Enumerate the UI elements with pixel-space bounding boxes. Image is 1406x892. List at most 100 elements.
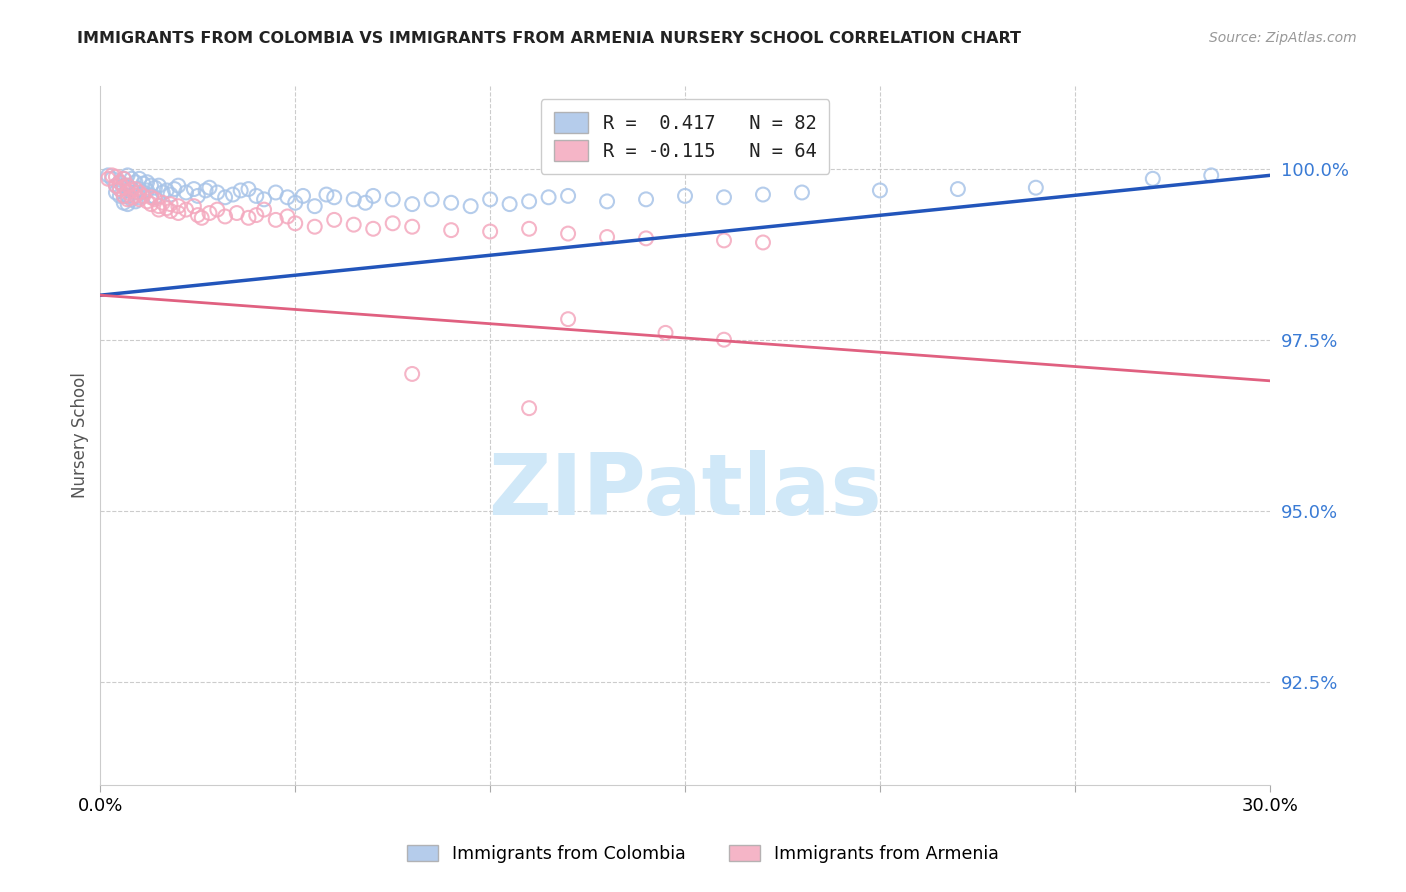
Point — [143, 192, 166, 206]
Point — [654, 326, 676, 340]
Point — [117, 192, 139, 206]
Point — [517, 401, 540, 416]
Point — [315, 187, 337, 202]
Point — [163, 182, 186, 196]
Point — [713, 333, 735, 347]
Point — [634, 231, 657, 245]
Point — [225, 206, 247, 220]
Point — [557, 189, 579, 203]
Point — [401, 219, 423, 234]
Point — [117, 197, 139, 211]
Text: ZIPatlas: ZIPatlas — [488, 450, 882, 533]
Point — [361, 189, 384, 203]
Point — [112, 189, 135, 203]
Point — [108, 189, 131, 203]
Y-axis label: Nursery School: Nursery School — [72, 373, 89, 499]
Point — [276, 210, 298, 224]
Point — [498, 197, 520, 211]
Point — [479, 225, 502, 239]
Point — [713, 234, 735, 248]
Point — [222, 187, 245, 202]
Point — [112, 195, 135, 210]
Point — [187, 208, 209, 222]
Point — [167, 206, 190, 220]
Point — [128, 171, 150, 186]
Point — [124, 189, 146, 203]
Point — [479, 192, 502, 206]
Point — [440, 223, 463, 237]
Point — [124, 175, 146, 189]
Point — [174, 202, 197, 217]
Point — [323, 212, 346, 227]
Legend: Immigrants from Colombia, Immigrants from Armenia: Immigrants from Colombia, Immigrants fro… — [399, 838, 1007, 870]
Point — [401, 197, 423, 211]
Point — [108, 175, 131, 189]
Text: IMMIGRANTS FROM COLOMBIA VS IMMIGRANTS FROM ARMENIA NURSERY SCHOOL CORRELATION C: IMMIGRANTS FROM COLOMBIA VS IMMIGRANTS F… — [77, 31, 1021, 46]
Point — [304, 219, 326, 234]
Point — [139, 197, 162, 211]
Point — [159, 187, 181, 202]
Point — [187, 189, 209, 203]
Point — [121, 171, 143, 186]
Point — [238, 182, 260, 196]
Point — [517, 221, 540, 235]
Point — [143, 190, 166, 204]
Point — [143, 180, 166, 194]
Point — [292, 189, 315, 203]
Point — [264, 186, 287, 200]
Point — [152, 195, 174, 210]
Point — [132, 189, 155, 203]
Point — [136, 175, 159, 189]
Point — [869, 183, 891, 197]
Point — [132, 177, 155, 191]
Point — [128, 186, 150, 200]
Point — [104, 186, 127, 200]
Point — [124, 186, 146, 200]
Point — [460, 199, 482, 213]
Point — [117, 186, 139, 200]
Point — [121, 190, 143, 204]
Point — [112, 171, 135, 186]
Point — [97, 171, 120, 186]
Point — [148, 178, 170, 193]
Point — [139, 189, 162, 203]
Point — [537, 190, 560, 204]
Point — [104, 178, 127, 193]
Point — [101, 169, 124, 183]
Point — [343, 192, 366, 206]
Point — [1025, 180, 1047, 194]
Point — [117, 178, 139, 193]
Point — [128, 190, 150, 204]
Point — [381, 192, 404, 206]
Point — [752, 235, 775, 250]
Point — [112, 180, 135, 194]
Point — [167, 178, 190, 193]
Point — [245, 208, 267, 222]
Point — [214, 210, 236, 224]
Point — [354, 195, 377, 210]
Point — [198, 180, 221, 194]
Point — [198, 206, 221, 220]
Text: Source: ZipAtlas.com: Source: ZipAtlas.com — [1209, 31, 1357, 45]
Point — [1199, 169, 1222, 183]
Point — [752, 187, 775, 202]
Point — [946, 182, 969, 196]
Point — [214, 190, 236, 204]
Point — [121, 183, 143, 197]
Point — [112, 189, 135, 203]
Point — [284, 216, 307, 230]
Point — [97, 169, 120, 183]
Point — [420, 192, 443, 206]
Point — [136, 194, 159, 209]
Point — [117, 189, 139, 203]
Point — [401, 367, 423, 381]
Point — [156, 183, 179, 197]
Point — [117, 178, 139, 193]
Point — [112, 171, 135, 186]
Point — [284, 195, 307, 210]
Point — [128, 192, 150, 206]
Point — [323, 190, 346, 204]
Point — [1142, 171, 1164, 186]
Point — [790, 186, 813, 200]
Point — [304, 199, 326, 213]
